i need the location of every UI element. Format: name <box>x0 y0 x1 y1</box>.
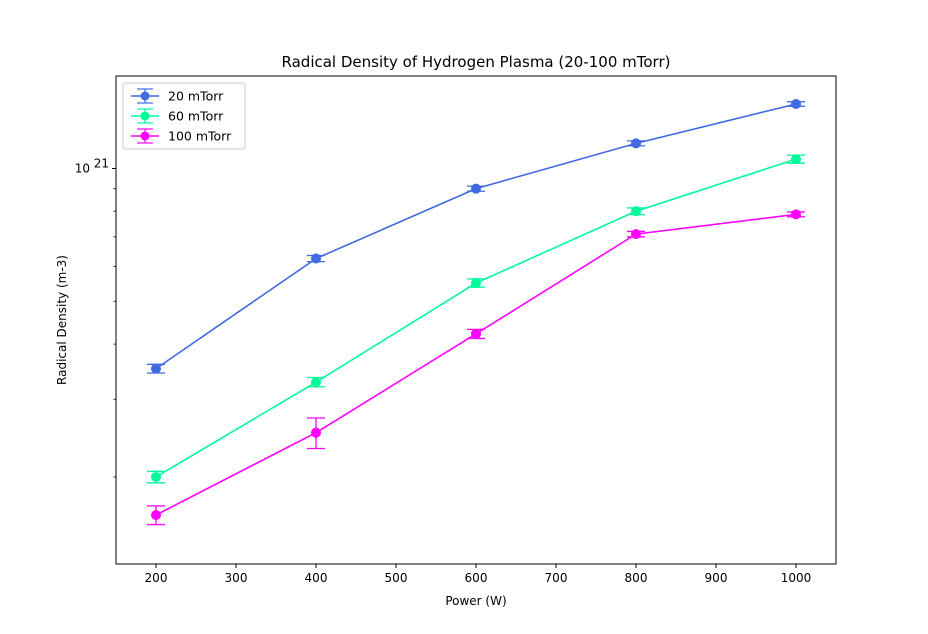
data-point <box>151 471 161 482</box>
x-axis: 200 300 400 500 600 700 800 900 1000 <box>145 564 812 585</box>
data-point <box>631 138 641 149</box>
y-tick-label: 10 <box>75 161 90 175</box>
legend-marker <box>140 91 150 101</box>
data-point <box>151 363 161 374</box>
x-tick-label: 700 <box>545 571 568 585</box>
legend: 20 mTorr 60 mTorr 100 mTorr <box>122 82 246 150</box>
data-point <box>631 229 641 240</box>
plot-area <box>147 98 805 526</box>
x-tick-label: 1000 <box>781 571 812 585</box>
data-point <box>791 209 801 220</box>
y-axis-label: Radical Density (m-3) <box>55 255 69 385</box>
x-tick-label: 600 <box>465 571 488 585</box>
x-tick-label: 500 <box>385 571 408 585</box>
legend-label: 20 mTorr <box>168 89 224 104</box>
legend-marker <box>140 131 150 141</box>
series-1 <box>147 154 805 484</box>
x-tick-label: 300 <box>225 571 248 585</box>
y-tick-exponent: 21 <box>94 156 109 170</box>
x-tick-label: 900 <box>705 571 728 585</box>
y-tick-base: 10 <box>75 161 90 175</box>
legend-label: 100 mTorr <box>168 129 232 144</box>
data-point <box>791 98 801 109</box>
data-point <box>471 278 481 289</box>
data-point <box>631 206 641 217</box>
series-line <box>155 213 797 516</box>
data-point <box>791 154 801 165</box>
series-2 <box>147 209 805 526</box>
data-point <box>311 377 321 388</box>
data-point <box>471 328 481 339</box>
series-line <box>155 158 797 478</box>
chart-title: Radical Density of Hydrogen Plasma (20-1… <box>282 53 671 71</box>
legend-label: 60 mTorr <box>168 109 224 124</box>
data-point <box>471 183 481 194</box>
x-tick-label: 800 <box>625 571 648 585</box>
data-point <box>151 509 161 520</box>
series-0 <box>147 98 805 374</box>
x-axis-label: Power (W) <box>445 594 506 608</box>
data-point <box>311 253 321 264</box>
data-point <box>311 427 321 438</box>
legend-marker <box>140 111 150 121</box>
legend-box <box>122 82 246 150</box>
x-tick-label: 400 <box>305 571 328 585</box>
y-axis: 10 21 <box>75 156 116 478</box>
x-tick-label: 200 <box>145 571 168 585</box>
